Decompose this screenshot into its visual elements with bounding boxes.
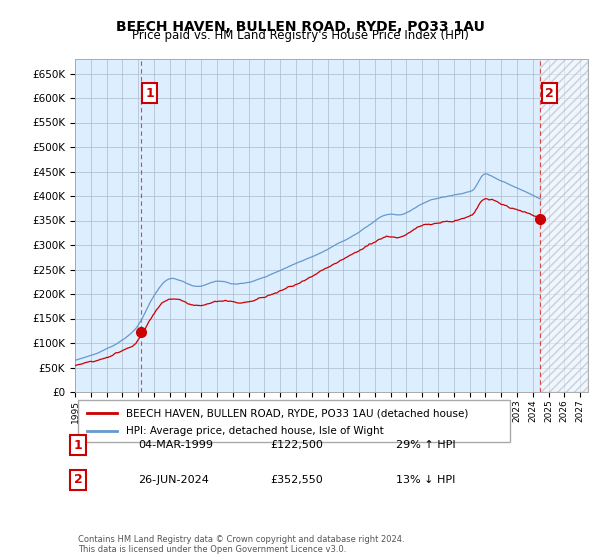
Text: £352,550: £352,550 xyxy=(270,475,323,485)
Text: 1: 1 xyxy=(146,87,154,100)
FancyBboxPatch shape xyxy=(78,400,510,442)
Text: BEECH HAVEN, BULLEN ROAD, RYDE, PO33 1AU: BEECH HAVEN, BULLEN ROAD, RYDE, PO33 1AU xyxy=(116,20,484,34)
Text: 2: 2 xyxy=(74,473,82,487)
Text: 29% ↑ HPI: 29% ↑ HPI xyxy=(396,440,455,450)
Text: 13% ↓ HPI: 13% ↓ HPI xyxy=(396,475,455,485)
Text: HPI: Average price, detached house, Isle of Wight: HPI: Average price, detached house, Isle… xyxy=(125,426,383,436)
Text: Price paid vs. HM Land Registry's House Price Index (HPI): Price paid vs. HM Land Registry's House … xyxy=(131,29,469,42)
Text: 1: 1 xyxy=(74,438,82,452)
Text: 26-JUN-2024: 26-JUN-2024 xyxy=(138,475,209,485)
Text: Contains HM Land Registry data © Crown copyright and database right 2024.
This d: Contains HM Land Registry data © Crown c… xyxy=(78,535,404,554)
Text: 2: 2 xyxy=(545,87,554,100)
Text: BEECH HAVEN, BULLEN ROAD, RYDE, PO33 1AU (detached house): BEECH HAVEN, BULLEN ROAD, RYDE, PO33 1AU… xyxy=(125,408,468,418)
Text: 04-MAR-1999: 04-MAR-1999 xyxy=(138,440,213,450)
Text: £122,500: £122,500 xyxy=(270,440,323,450)
